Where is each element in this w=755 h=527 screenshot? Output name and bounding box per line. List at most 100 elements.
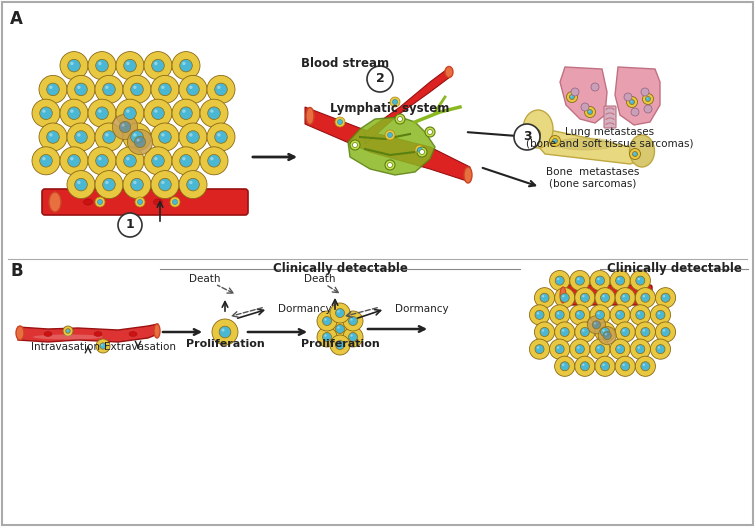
Circle shape	[60, 147, 88, 175]
Circle shape	[655, 288, 676, 308]
Circle shape	[47, 131, 60, 143]
Circle shape	[144, 147, 172, 175]
Circle shape	[68, 154, 80, 167]
Circle shape	[641, 293, 650, 302]
Circle shape	[562, 295, 565, 297]
Text: B: B	[10, 262, 23, 280]
Circle shape	[350, 318, 353, 321]
Circle shape	[635, 322, 655, 342]
Circle shape	[597, 278, 599, 280]
Ellipse shape	[49, 192, 61, 212]
Circle shape	[100, 343, 106, 349]
Circle shape	[644, 105, 652, 113]
Circle shape	[630, 101, 632, 102]
Circle shape	[641, 88, 649, 96]
Circle shape	[144, 52, 172, 80]
Circle shape	[68, 60, 80, 72]
Circle shape	[555, 356, 575, 376]
Circle shape	[159, 178, 171, 191]
Ellipse shape	[630, 135, 655, 167]
Ellipse shape	[153, 199, 162, 205]
Circle shape	[557, 346, 559, 349]
Circle shape	[135, 197, 145, 207]
Circle shape	[152, 154, 165, 167]
Circle shape	[210, 110, 214, 113]
Circle shape	[101, 344, 103, 346]
Text: 3: 3	[522, 131, 532, 143]
Circle shape	[126, 110, 130, 113]
Circle shape	[420, 150, 424, 154]
Circle shape	[618, 312, 620, 315]
Circle shape	[390, 97, 400, 107]
Circle shape	[42, 157, 45, 160]
Circle shape	[387, 162, 393, 168]
Circle shape	[190, 181, 193, 184]
Circle shape	[330, 335, 350, 355]
Text: Extravasation: Extravasation	[104, 342, 176, 352]
Polygon shape	[615, 67, 660, 125]
Circle shape	[214, 83, 227, 96]
Circle shape	[337, 310, 340, 313]
Circle shape	[182, 62, 186, 65]
Circle shape	[67, 75, 95, 103]
Circle shape	[60, 99, 88, 127]
Circle shape	[529, 339, 550, 359]
Circle shape	[540, 293, 549, 302]
Circle shape	[570, 305, 590, 325]
Circle shape	[221, 328, 224, 331]
Circle shape	[335, 117, 345, 127]
Circle shape	[582, 364, 584, 366]
Circle shape	[562, 329, 565, 331]
Circle shape	[594, 323, 596, 325]
Circle shape	[575, 310, 584, 319]
Circle shape	[123, 123, 151, 151]
Circle shape	[126, 157, 130, 160]
Circle shape	[610, 270, 630, 291]
Circle shape	[540, 327, 549, 337]
Circle shape	[154, 110, 158, 113]
Circle shape	[393, 100, 397, 104]
Circle shape	[658, 312, 660, 315]
Circle shape	[103, 178, 116, 191]
Circle shape	[621, 293, 630, 302]
Text: Death: Death	[304, 274, 336, 284]
Circle shape	[577, 346, 580, 349]
Text: Proliferation: Proliferation	[300, 339, 379, 349]
Circle shape	[618, 346, 620, 349]
Circle shape	[595, 288, 615, 308]
Circle shape	[596, 310, 605, 319]
Circle shape	[47, 83, 60, 96]
Circle shape	[638, 346, 640, 349]
Circle shape	[96, 154, 108, 167]
Circle shape	[95, 123, 123, 151]
Circle shape	[569, 94, 575, 100]
Circle shape	[122, 124, 125, 126]
FancyBboxPatch shape	[558, 285, 652, 305]
Ellipse shape	[16, 326, 24, 340]
Circle shape	[217, 133, 220, 136]
Circle shape	[186, 178, 199, 191]
Circle shape	[535, 345, 544, 354]
Circle shape	[595, 356, 615, 376]
Circle shape	[39, 123, 67, 151]
Circle shape	[621, 362, 630, 371]
Circle shape	[317, 311, 337, 331]
Circle shape	[570, 270, 590, 291]
Circle shape	[537, 312, 539, 315]
Circle shape	[534, 132, 535, 134]
Circle shape	[560, 362, 569, 371]
Circle shape	[124, 154, 137, 167]
Circle shape	[68, 107, 80, 120]
Circle shape	[596, 345, 605, 354]
Circle shape	[598, 327, 616, 345]
Circle shape	[641, 327, 650, 337]
Circle shape	[118, 213, 142, 237]
Text: Clinically detectable: Clinically detectable	[606, 262, 741, 275]
Circle shape	[630, 100, 634, 104]
Circle shape	[75, 178, 88, 191]
Circle shape	[417, 147, 427, 157]
Circle shape	[159, 131, 171, 143]
Circle shape	[615, 276, 624, 285]
Circle shape	[661, 327, 670, 337]
Circle shape	[630, 339, 650, 359]
